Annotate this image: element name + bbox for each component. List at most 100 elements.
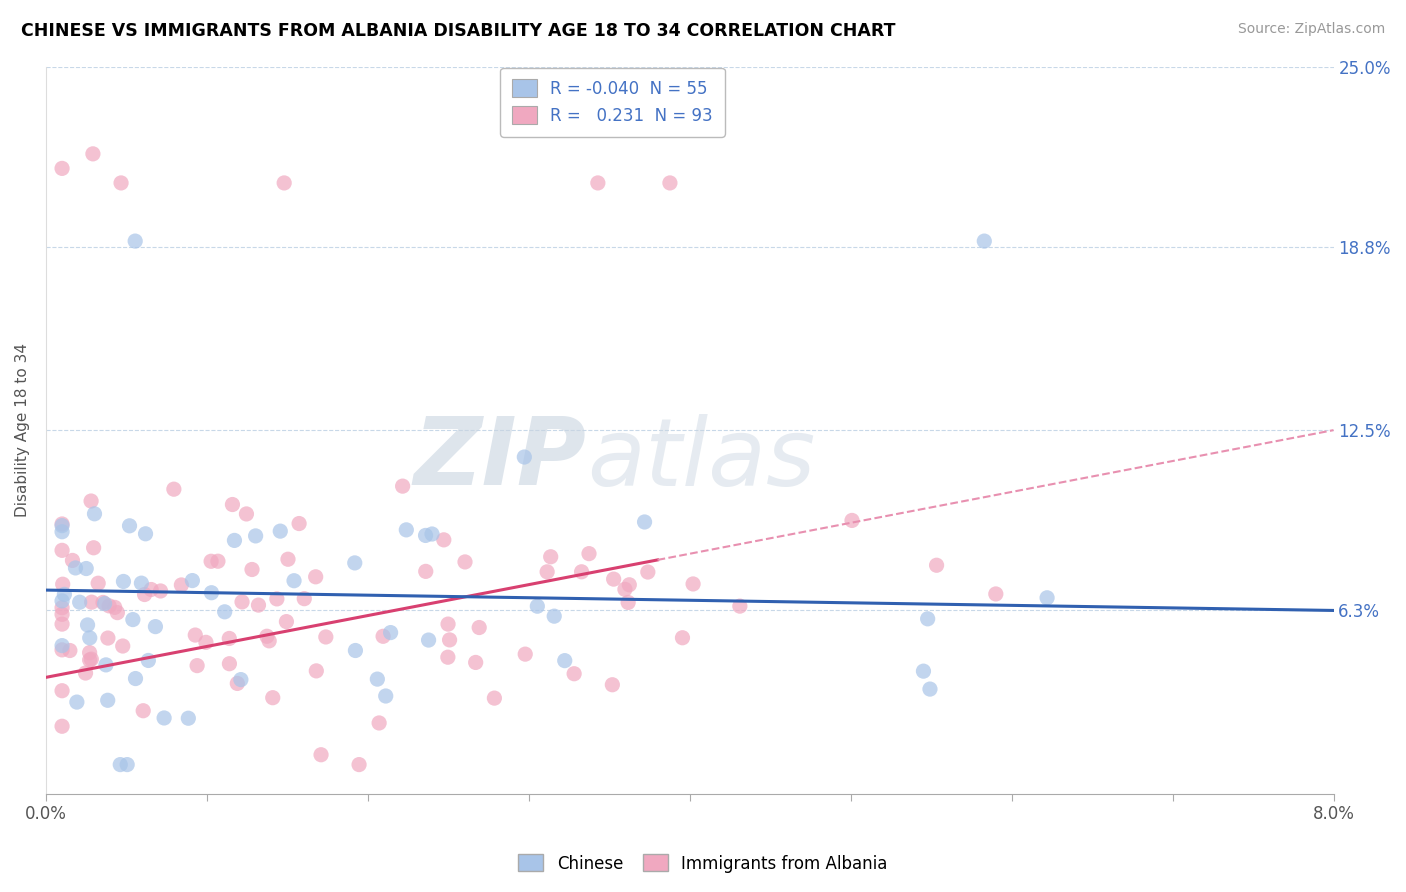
Point: [141, 582, 163, 597]
Point: [124, 672, 146, 686]
Point: [240, 562, 263, 576]
Point: [343, 556, 366, 570]
Point: [368, 715, 391, 730]
Legend: Chinese, Immigrants from Albania: Chinese, Immigrants from Albania: [512, 847, 894, 880]
Point: [371, 629, 394, 643]
Legend: R = -0.040  N = 55, R =   0.231  N = 93: R = -0.040 N = 55, R = 0.231 N = 93: [501, 68, 724, 136]
Point: [149, 584, 172, 599]
Point: [97, 693, 120, 707]
Point: [121, 613, 143, 627]
Point: [97, 631, 120, 645]
Point: [513, 450, 536, 464]
Point: [925, 558, 948, 573]
Point: [75, 561, 97, 575]
Point: [454, 555, 477, 569]
Point: [105, 606, 128, 620]
Point: [633, 515, 655, 529]
Point: [395, 523, 418, 537]
Point: [526, 599, 548, 614]
Point: [247, 598, 270, 612]
Text: ZIP: ZIP: [413, 413, 586, 505]
Point: [617, 595, 640, 609]
Point: [288, 516, 311, 531]
Point: [637, 565, 659, 579]
Point: [69, 595, 91, 609]
Point: [602, 572, 624, 586]
Point: [256, 629, 278, 643]
Point: [82, 146, 104, 161]
Point: [224, 533, 246, 548]
Point: [98, 599, 121, 613]
Point: [231, 595, 253, 609]
Point: [65, 561, 87, 575]
Point: [145, 619, 167, 633]
Point: [374, 689, 396, 703]
Point: [344, 643, 367, 657]
Point: [79, 631, 101, 645]
Point: [221, 498, 243, 512]
Point: [79, 653, 101, 667]
Point: [917, 612, 939, 626]
Point: [437, 617, 460, 632]
Point: [439, 632, 461, 647]
Point: [51, 719, 73, 733]
Point: [51, 516, 73, 531]
Point: [305, 570, 328, 584]
Point: [543, 609, 565, 624]
Point: [93, 597, 115, 611]
Point: [51, 524, 73, 539]
Point: [309, 747, 332, 762]
Point: [80, 595, 103, 609]
Point: [51, 683, 73, 698]
Point: [468, 620, 491, 634]
Point: [76, 618, 98, 632]
Point: [671, 631, 693, 645]
Point: [912, 664, 935, 678]
Text: CHINESE VS IMMIGRANTS FROM ALBANIA DISABILITY AGE 18 TO 34 CORRELATION CHART: CHINESE VS IMMIGRANTS FROM ALBANIA DISAB…: [21, 22, 896, 40]
Point: [91, 595, 114, 609]
Point: [728, 599, 751, 614]
Point: [52, 577, 75, 591]
Point: [207, 554, 229, 568]
Point: [619, 578, 641, 592]
Point: [83, 541, 105, 555]
Point: [536, 565, 558, 579]
Point: [66, 695, 89, 709]
Point: [658, 176, 681, 190]
Point: [51, 607, 73, 622]
Point: [132, 704, 155, 718]
Point: [586, 176, 609, 190]
Point: [110, 176, 132, 190]
Point: [464, 656, 486, 670]
Point: [245, 529, 267, 543]
Point: [111, 639, 134, 653]
Point: [226, 676, 249, 690]
Point: [1036, 591, 1059, 605]
Point: [214, 605, 236, 619]
Point: [682, 577, 704, 591]
Point: [112, 574, 135, 589]
Point: [571, 565, 593, 579]
Point: [292, 591, 315, 606]
Point: [200, 585, 222, 599]
Point: [80, 652, 103, 666]
Point: [153, 711, 176, 725]
Point: [484, 691, 506, 706]
Point: [540, 549, 562, 564]
Point: [51, 617, 73, 632]
Point: [110, 757, 132, 772]
Point: [433, 533, 456, 547]
Point: [75, 666, 97, 681]
Point: [257, 633, 280, 648]
Point: [266, 591, 288, 606]
Point: [347, 757, 370, 772]
Point: [62, 553, 84, 567]
Point: [104, 600, 127, 615]
Point: [984, 587, 1007, 601]
Point: [562, 666, 585, 681]
Point: [437, 650, 460, 665]
Point: [83, 507, 105, 521]
Point: [134, 587, 156, 601]
Point: [554, 654, 576, 668]
Point: [218, 632, 240, 646]
